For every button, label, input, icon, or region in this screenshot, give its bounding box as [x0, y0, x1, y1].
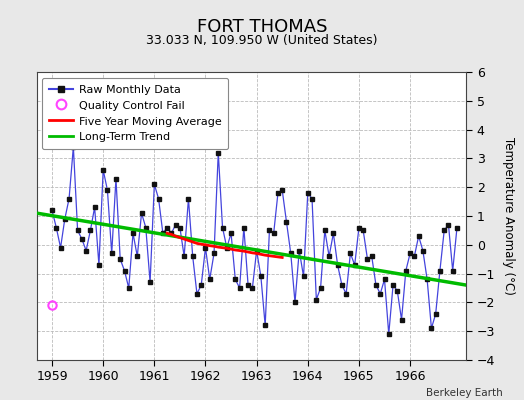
- Text: Berkeley Earth: Berkeley Earth: [427, 388, 503, 398]
- Text: 33.033 N, 109.950 W (United States): 33.033 N, 109.950 W (United States): [146, 34, 378, 47]
- Legend: Raw Monthly Data, Quality Control Fail, Five Year Moving Average, Long-Term Tren: Raw Monthly Data, Quality Control Fail, …: [42, 78, 228, 149]
- Text: FORT THOMAS: FORT THOMAS: [196, 18, 328, 36]
- Y-axis label: Temperature Anomaly (°C): Temperature Anomaly (°C): [501, 137, 515, 295]
